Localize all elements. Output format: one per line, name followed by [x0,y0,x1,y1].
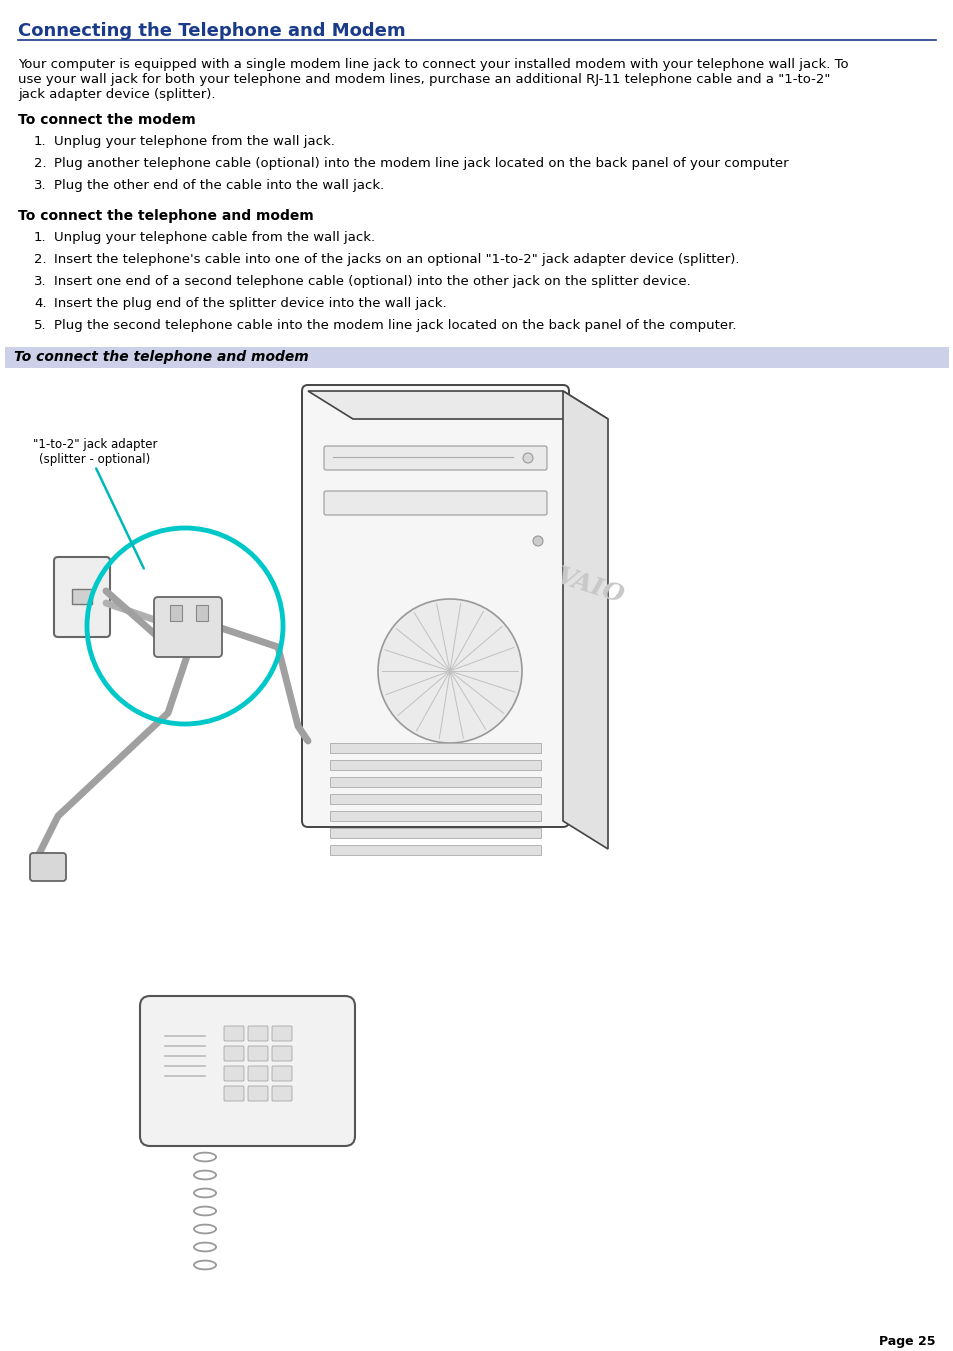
FancyBboxPatch shape [140,996,355,1146]
Bar [330,761,540,770]
FancyBboxPatch shape [272,1025,292,1042]
FancyBboxPatch shape [324,446,546,470]
Circle shape [533,536,542,546]
Polygon shape [308,390,607,419]
Polygon shape [562,390,607,848]
Text: Insert the telephone's cable into one of the jacks on an optional "1-to-2" jack : Insert the telephone's cable into one of… [54,253,739,266]
Bar [330,811,540,821]
FancyBboxPatch shape [153,597,222,657]
Bar [330,828,540,838]
FancyBboxPatch shape [272,1066,292,1081]
Circle shape [522,453,533,463]
FancyBboxPatch shape [224,1086,244,1101]
Text: To connect the telephone and modem: To connect the telephone and modem [14,350,309,365]
FancyBboxPatch shape [30,852,66,881]
Text: Insert the plug end of the splitter device into the wall jack.: Insert the plug end of the splitter devi… [54,297,446,309]
FancyBboxPatch shape [272,1086,292,1101]
Text: Connecting the Telephone and Modem: Connecting the Telephone and Modem [18,22,405,41]
Text: 1.: 1. [34,135,47,149]
Text: Your computer is equipped with a single modem line jack to connect your installe: Your computer is equipped with a single … [18,58,848,72]
Text: 4.: 4. [34,297,47,309]
Text: Page 25: Page 25 [879,1335,935,1348]
Text: 5.: 5. [34,319,47,332]
Text: 2.: 2. [34,157,47,170]
Text: Insert one end of a second telephone cable (optional) into the other jack on the: Insert one end of a second telephone cab… [54,276,690,288]
Text: 1.: 1. [34,231,47,245]
FancyBboxPatch shape [248,1086,268,1101]
Circle shape [377,598,521,743]
Text: 2.: 2. [34,253,47,266]
Text: Unplug your telephone from the wall jack.: Unplug your telephone from the wall jack… [54,135,335,149]
Text: Plug the other end of the cable into the wall jack.: Plug the other end of the cable into the… [54,178,384,192]
FancyBboxPatch shape [54,557,110,638]
Bar [330,844,540,855]
Bar [195,605,208,621]
FancyBboxPatch shape [272,1046,292,1061]
Text: 3.: 3. [34,178,47,192]
FancyBboxPatch shape [224,1046,244,1061]
Text: Unplug your telephone cable from the wall jack.: Unplug your telephone cable from the wal… [54,231,375,245]
Text: To connect the modem: To connect the modem [18,113,195,127]
Text: Plug another telephone cable (optional) into the modem line jack located on the : Plug another telephone cable (optional) … [54,157,788,170]
Text: To connect the telephone and modem: To connect the telephone and modem [18,209,314,223]
Bar [71,589,91,604]
FancyBboxPatch shape [248,1046,268,1061]
Text: jack adapter device (splitter).: jack adapter device (splitter). [18,88,215,101]
Text: "1-to-2" jack adapter
(splitter - optional): "1-to-2" jack adapter (splitter - option… [32,438,157,466]
Text: VAIO: VAIO [553,563,626,608]
Bar [330,777,540,788]
Text: 3.: 3. [34,276,47,288]
Text: Plug the second telephone cable into the modem line jack located on the back pan: Plug the second telephone cable into the… [54,319,736,332]
FancyBboxPatch shape [248,1025,268,1042]
FancyBboxPatch shape [324,490,546,515]
Bar [5,347,948,367]
FancyBboxPatch shape [248,1066,268,1081]
Bar [170,605,182,621]
Bar [330,743,540,753]
FancyBboxPatch shape [224,1025,244,1042]
Text: use your wall jack for both your telephone and modem lines, purchase an addition: use your wall jack for both your telepho… [18,73,829,86]
FancyBboxPatch shape [224,1066,244,1081]
Bar [330,794,540,804]
FancyBboxPatch shape [302,385,568,827]
